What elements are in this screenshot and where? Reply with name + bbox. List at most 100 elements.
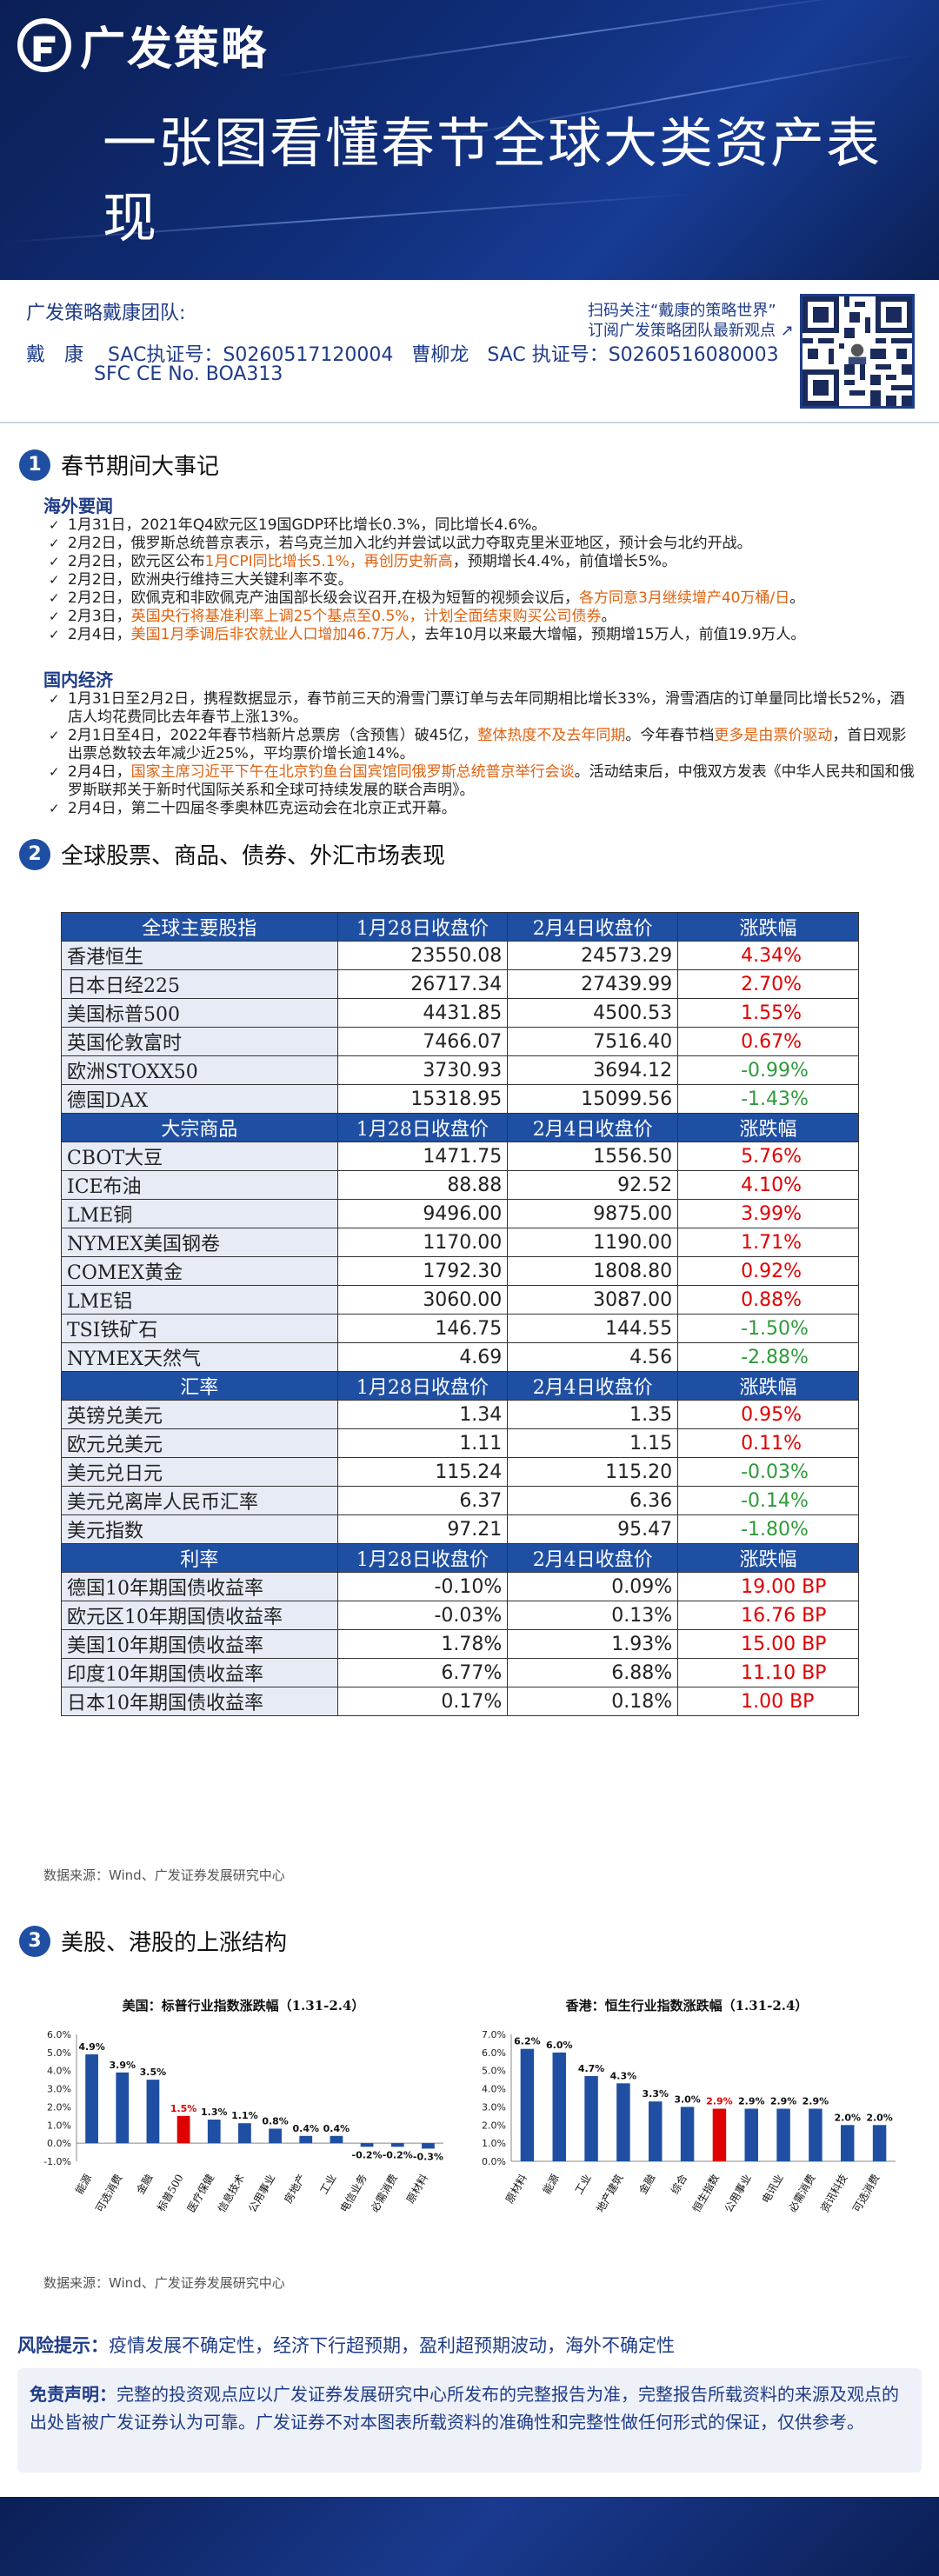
news-item: 1月31日，2021年Q4欧元区19国GDP环比增长0.3%，同比增长4.6%。 bbox=[49, 516, 918, 535]
analyst-sfc: SFC CE No. BOA313 bbox=[94, 363, 283, 385]
news-item: 2月4日，第二十四届冬季奥林匹克运动会在北京正式开幕。 bbox=[49, 800, 918, 818]
close-0128: 1.34 bbox=[336, 1400, 509, 1429]
category-label: 公用事业 bbox=[723, 2173, 754, 2215]
bar bbox=[552, 2052, 566, 2161]
category-label: 资讯科技 bbox=[818, 2173, 849, 2215]
news-item: 2月4日，美国1月季调后非农就业人口增加46.7万人，去年10月以来最大增幅，预… bbox=[49, 626, 918, 644]
change: -1.50% bbox=[677, 1314, 859, 1343]
change: 0.95% bbox=[677, 1400, 859, 1429]
close-0204: 144.55 bbox=[507, 1314, 679, 1343]
bar bbox=[238, 2123, 251, 2144]
page-title: 一张图看懂春节全球大类资产表现 bbox=[103, 111, 882, 250]
bar bbox=[744, 2108, 758, 2161]
qr-code[interactable] bbox=[800, 294, 915, 409]
close-0204: 24573.29 bbox=[507, 941, 679, 970]
market-table: 全球主要股指 1月28日收盘价 2月4日收盘价 涨跌幅 香港恒生 23550.08 2457… bbox=[61, 912, 859, 1716]
close-0204: 95.47 bbox=[507, 1514, 679, 1544]
close-0128: 15318.95 bbox=[336, 1084, 509, 1114]
change: -0.03% bbox=[677, 1457, 859, 1487]
table-row: 德国DAX 15318.95 15099.56 -1.43% bbox=[61, 1084, 859, 1114]
table-header-row: 汇率 1月28日收盘价 2月4日收盘价 涨跌幅 bbox=[61, 1371, 859, 1401]
qr-code-icon bbox=[802, 296, 912, 406]
close-0128: 1.11 bbox=[336, 1428, 509, 1458]
chart-title: 美国：标普行业指数涨跌幅（1.31-2.4） bbox=[123, 1998, 365, 2014]
change: 19.00 BP bbox=[677, 1572, 859, 1601]
asset-name: 美元兑离岸人民币汇率 bbox=[61, 1486, 338, 1515]
asset-name: LME铜 bbox=[61, 1199, 338, 1228]
close-0128: -0.03% bbox=[336, 1601, 509, 1630]
asset-name: 香港恒生 bbox=[61, 941, 338, 970]
table-row: LME铜 9496.00 9875.00 3.99% bbox=[61, 1199, 859, 1228]
y-tick-label: 6.0% bbox=[482, 2047, 506, 2059]
close-0204: 0.13% bbox=[507, 1601, 679, 1630]
change: 15.00 BP bbox=[677, 1629, 859, 1659]
asset-name: 欧元兑美元 bbox=[61, 1428, 338, 1458]
close-0204: 1.35 bbox=[507, 1400, 679, 1429]
data-label: 6.2% bbox=[514, 2036, 541, 2047]
close-0204: 6.88% bbox=[507, 1658, 679, 1687]
data-label: 1.1% bbox=[231, 2110, 258, 2121]
table-row: 美元兑日元 115.24 115.20 -0.03% bbox=[61, 1457, 859, 1487]
close-0128: 146.75 bbox=[336, 1314, 509, 1343]
close-0204: 4.56 bbox=[507, 1342, 679, 1372]
data-label: 2.0% bbox=[834, 2112, 861, 2123]
bar bbox=[712, 2108, 727, 2161]
analyst-name: 曹柳龙 bbox=[411, 344, 470, 366]
asset-name: LME铝 bbox=[61, 1285, 338, 1315]
news-item: 2月2日，欧元区公布1月CPI同比增长5.1%，再创历史新高，预期增长4.4%，… bbox=[49, 553, 918, 571]
change: 0.92% bbox=[677, 1256, 859, 1286]
change: 4.34% bbox=[677, 941, 859, 970]
bar bbox=[680, 2107, 695, 2161]
disclaimer: 免责声明：完整的投资观点应以广发证券发展研究中心所发布的完整报告为准，完整报告所… bbox=[17, 2368, 922, 2473]
category-label: 金融 bbox=[134, 2172, 156, 2196]
team-label: 广发策略戴康团队: bbox=[26, 303, 186, 324]
category-label: 信息技术 bbox=[215, 2172, 247, 2214]
asset-name: NYMEX天然气 bbox=[61, 1342, 338, 1372]
bar bbox=[116, 2072, 130, 2144]
bar bbox=[776, 2108, 790, 2161]
close-0204: 15099.56 bbox=[507, 1084, 679, 1114]
close-0204: 0.09% bbox=[507, 1572, 679, 1601]
asset-name: 德国10年期国债收益率 bbox=[61, 1572, 338, 1601]
y-tick-label: 3.0% bbox=[47, 2084, 71, 2095]
category-label: 原材料 bbox=[503, 2173, 529, 2206]
close-0204: 115.20 bbox=[507, 1457, 679, 1487]
data-label: 1.3% bbox=[201, 2107, 228, 2118]
section-1-heading: 1 春节期间大事记 bbox=[19, 449, 219, 481]
y-tick-label: 1.0% bbox=[482, 2138, 506, 2149]
table-row: 美国10年期国债收益率 1.78% 1.93% 15.00 BP bbox=[61, 1629, 859, 1659]
change: 0.67% bbox=[677, 1027, 859, 1056]
data-label: 0.4% bbox=[292, 2123, 319, 2134]
close-0204: 27439.99 bbox=[507, 969, 679, 999]
hk-sector-chart: 香港：恒生行业指数涨跌幅（1.31-2.4） 0.0% 1.0% 2.0% 3.0% 4.… bbox=[482, 1998, 896, 2215]
table-row: LME铝 3060.00 3087.00 0.88% bbox=[61, 1285, 859, 1315]
close-0128: 1471.75 bbox=[336, 1142, 509, 1171]
close-0128: -0.10% bbox=[336, 1572, 509, 1601]
table-row: 日本日经225 26717.34 27439.99 2.70% bbox=[61, 969, 859, 999]
asset-name: COMEX黄金 bbox=[61, 1256, 338, 1286]
brand-name: 广发策略 bbox=[80, 23, 269, 76]
bar bbox=[85, 2053, 98, 2144]
change: 5.76% bbox=[677, 1142, 859, 1171]
close-0204: 7516.40 bbox=[507, 1027, 679, 1056]
category-label: 公用事业 bbox=[246, 2173, 277, 2215]
category-label: 金融 bbox=[636, 2172, 657, 2196]
close-0128: 7466.07 bbox=[336, 1027, 509, 1056]
us-sector-chart: 美国：标普行业指数涨跌幅（1.31-2.4） -1.0% 0.0% 1.0% 2.0% 3… bbox=[43, 1998, 443, 2215]
table-row: 欧洲STOXX50 3730.93 3694.12 -0.99% bbox=[61, 1055, 859, 1085]
bar bbox=[872, 2125, 887, 2161]
bar bbox=[176, 2115, 190, 2144]
category-label: 必需消费 bbox=[786, 2173, 817, 2215]
section-3-heading: 3 美股、港股的上涨结构 bbox=[19, 1925, 287, 1957]
y-tick-label: 6.0% bbox=[47, 2029, 71, 2040]
y-tick-label: 3.0% bbox=[482, 2101, 506, 2113]
table-header-row: 利率 1月28日收盘价 2月4日收盘价 涨跌幅 bbox=[61, 1543, 859, 1573]
table-row: NYMEX天然气 4.69 4.56 -2.88% bbox=[61, 1342, 859, 1372]
close-0128: 3060.00 bbox=[336, 1285, 509, 1315]
gf-logo-icon bbox=[17, 17, 71, 72]
bar bbox=[146, 2080, 160, 2144]
change: 1.55% bbox=[677, 998, 859, 1028]
table-row: 印度10年期国债收益率 6.77% 6.88% 11.10 BP bbox=[61, 1658, 859, 1687]
table-header-row: 全球主要股指 1月28日收盘价 2月4日收盘价 涨跌幅 bbox=[61, 912, 859, 942]
news-item: 2月2日，俄罗斯总统普京表示，若乌克兰加入北约并尝试以武力夺取克里米亚地区，预计… bbox=[49, 535, 918, 553]
